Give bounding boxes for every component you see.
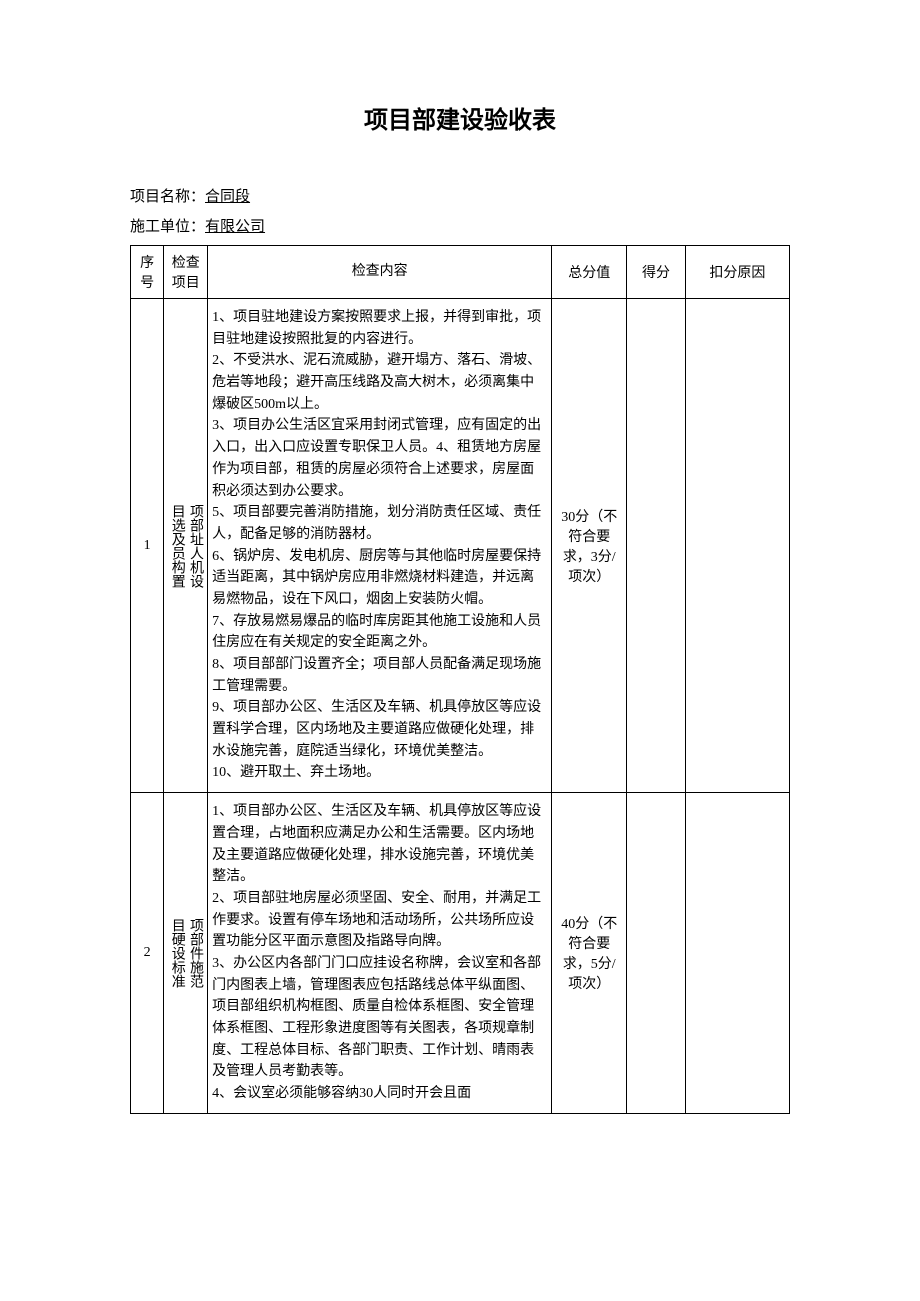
contractor-line: 施工单位：有限公司 [130,215,790,239]
row-score [627,793,685,1114]
header-content: 检查内容 [208,246,552,299]
row-content: 1、项目驻地建设方案按照要求上报，并得到审批，项目驻地建设按照批复的内容进行。2… [208,299,552,793]
row-num: 1 [131,299,164,793]
header-score: 得分 [627,246,685,299]
table-row: 2 目硬设标准 项部件施范 1、项目部办公区、生活区及车辆、机具停放区等应设置合… [131,793,790,1114]
item-col-1: 目选及员构置 [168,504,186,588]
item-col-1: 目硬设标准 [168,918,186,988]
header-num: 序号 [131,246,164,299]
table-header-row: 序号 检查项目 检查内容 总分值 得分 扣分原因 [131,246,790,299]
page-title: 项目部建设验收表 [130,100,790,135]
row-item: 目选及员构置 项部址人机设 [164,299,208,793]
row-score [627,299,685,793]
header-item: 检查项目 [164,246,208,299]
project-value: 合同段 [205,189,250,205]
item-col-2: 项部址人机设 [186,504,204,588]
row-reason [685,793,789,1114]
row-item: 目硬设标准 项部件施范 [164,793,208,1114]
contractor-value: 有限公司 [205,219,265,235]
row-content: 1、项目部办公区、生活区及车辆、机具停放区等应设置合理，占地面积应满足办公和生活… [208,793,552,1114]
contractor-label: 施工单位： [130,219,205,235]
item-col-2: 项部件施范 [186,918,204,988]
row-total: 30分（不符合要求，3分/项次） [552,299,627,793]
project-label: 项目名称： [130,189,205,205]
table-row: 1 目选及员构置 项部址人机设 1、项目驻地建设方案按照要求上报，并得到审批，项… [131,299,790,793]
row-num: 2 [131,793,164,1114]
row-total: 40分（不符合要求，5分/项次） [552,793,627,1114]
header-total: 总分值 [552,246,627,299]
header-reason: 扣分原因 [685,246,789,299]
project-name-line: 项目名称：合同段 [130,185,790,209]
row-reason [685,299,789,793]
inspection-table: 序号 检查项目 检查内容 总分值 得分 扣分原因 1 目选及员构置 项部址人机设… [130,245,790,1114]
